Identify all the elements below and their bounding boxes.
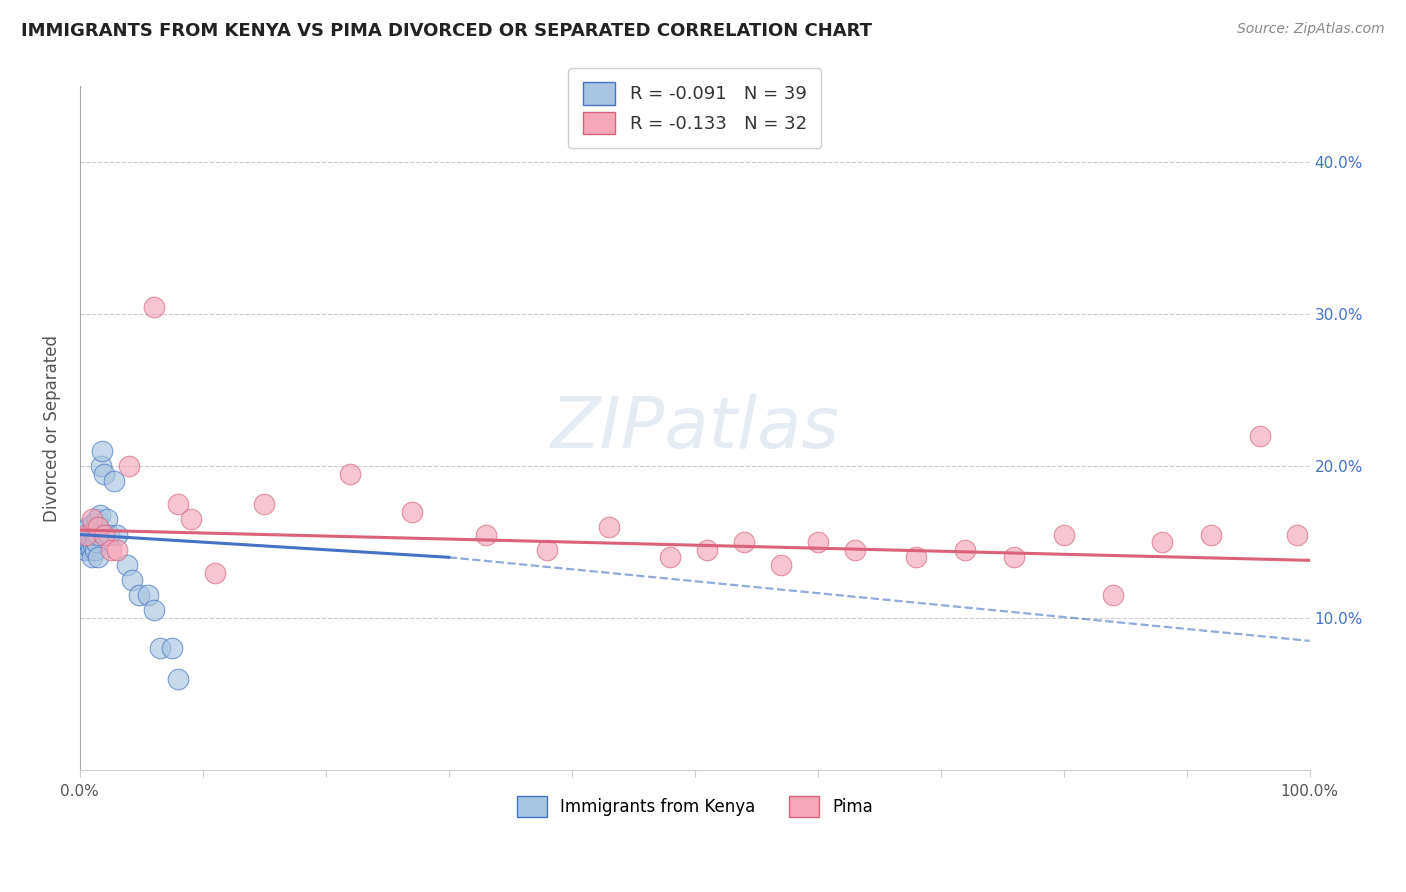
Point xyxy=(75,527,97,541)
Point xyxy=(401,505,423,519)
Point xyxy=(84,520,107,534)
Point xyxy=(121,573,143,587)
Point xyxy=(84,535,107,549)
Point xyxy=(82,550,104,565)
Point xyxy=(82,512,104,526)
Point xyxy=(75,538,97,552)
Y-axis label: Divorced or Separated: Divorced or Separated xyxy=(44,334,60,522)
Point xyxy=(844,542,866,557)
Point xyxy=(167,672,190,686)
Point xyxy=(83,542,105,557)
Point xyxy=(474,527,496,541)
Point xyxy=(90,459,112,474)
Point xyxy=(72,535,94,549)
Point xyxy=(149,641,172,656)
Point xyxy=(82,516,104,531)
Point xyxy=(73,542,96,557)
Point xyxy=(142,300,165,314)
Point xyxy=(79,538,101,552)
Point xyxy=(87,550,110,565)
Text: IMMIGRANTS FROM KENYA VS PIMA DIVORCED OR SEPARATED CORRELATION CHART: IMMIGRANTS FROM KENYA VS PIMA DIVORCED O… xyxy=(21,22,872,40)
Point xyxy=(103,475,125,489)
Point xyxy=(77,520,100,534)
Point xyxy=(339,467,361,481)
Point xyxy=(87,520,110,534)
Point xyxy=(100,542,122,557)
Point xyxy=(118,459,141,474)
Point xyxy=(659,550,682,565)
Point xyxy=(83,527,105,541)
Point xyxy=(136,588,159,602)
Point xyxy=(905,550,928,565)
Point xyxy=(91,444,114,458)
Point xyxy=(1249,429,1271,443)
Point xyxy=(93,467,115,481)
Point xyxy=(180,512,202,526)
Point xyxy=(82,538,104,552)
Legend: Immigrants from Kenya, Pima: Immigrants from Kenya, Pima xyxy=(510,789,879,823)
Point xyxy=(953,542,976,557)
Point xyxy=(96,512,118,526)
Point xyxy=(77,535,100,549)
Point xyxy=(115,558,138,572)
Point xyxy=(769,558,792,572)
Point xyxy=(86,512,108,526)
Point xyxy=(87,527,110,541)
Point xyxy=(105,527,128,541)
Point xyxy=(536,542,558,557)
Point xyxy=(75,527,97,541)
Point xyxy=(733,535,755,549)
Point xyxy=(93,527,115,541)
Point xyxy=(79,531,101,545)
Point xyxy=(253,497,276,511)
Point xyxy=(1002,550,1025,565)
Point xyxy=(76,532,98,546)
Point xyxy=(76,523,98,537)
Text: ZIPatlas: ZIPatlas xyxy=(550,393,839,463)
Point xyxy=(82,524,104,539)
Point xyxy=(1052,527,1074,541)
Point xyxy=(167,497,190,511)
Point xyxy=(1101,588,1123,602)
Point xyxy=(204,566,226,580)
Point xyxy=(598,520,620,534)
Point xyxy=(1150,535,1173,549)
Point xyxy=(696,542,718,557)
Point xyxy=(807,535,830,549)
Point xyxy=(160,641,183,656)
Point xyxy=(89,508,111,522)
Point xyxy=(105,542,128,557)
Text: Source: ZipAtlas.com: Source: ZipAtlas.com xyxy=(1237,22,1385,37)
Point xyxy=(80,542,103,557)
Point xyxy=(128,588,150,602)
Point xyxy=(80,527,103,541)
Point xyxy=(1199,527,1222,541)
Point xyxy=(1286,527,1309,541)
Point xyxy=(142,603,165,617)
Point xyxy=(98,527,121,541)
